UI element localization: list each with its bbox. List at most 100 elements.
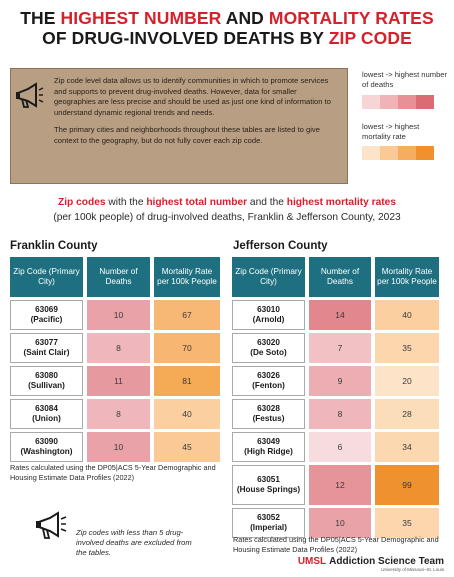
header-zip: Zip Code (Primary City) bbox=[10, 257, 83, 297]
zip-code: 63069 bbox=[35, 304, 58, 314]
intro-paragraph: Zip code level data allows us to identif… bbox=[54, 76, 331, 117]
legend-deaths-title: lowest -> highest number of deaths bbox=[362, 70, 448, 89]
table-row: 63051 (House Springs) 12 99 bbox=[232, 465, 439, 505]
zip-cell: 63020 (De Soto) bbox=[232, 333, 305, 363]
deaths-cell: 8 bbox=[87, 333, 150, 363]
legend-swatch bbox=[380, 146, 398, 160]
intro-text: Zip code level data allows us to identif… bbox=[54, 76, 340, 154]
franklin-county-heading: Franklin County bbox=[10, 240, 98, 252]
table-row: 63084 (Union) 8 40 bbox=[10, 399, 220, 429]
primary-city: (Saint Clair) bbox=[23, 348, 70, 357]
zip-cell: 63026 (Fenton) bbox=[232, 366, 305, 396]
intro-box bbox=[10, 68, 348, 184]
table-row: 63052 (Imperial) 10 35 bbox=[232, 508, 439, 538]
deaths-cell: 7 bbox=[309, 333, 371, 363]
header-rate: Mortality Rate per 100k People bbox=[375, 257, 439, 297]
zip-code: 63077 bbox=[35, 337, 58, 347]
legend-swatch bbox=[362, 95, 380, 109]
franklin-table: Zip Code (Primary City) Number of Deaths… bbox=[6, 254, 224, 465]
zip-cell: 63069 (Pacific) bbox=[10, 300, 83, 330]
rate-cell: 34 bbox=[375, 432, 439, 462]
rate-cell: 99 bbox=[375, 465, 439, 505]
zip-code: 63020 bbox=[257, 337, 280, 347]
zip-code: 63080 bbox=[35, 370, 58, 380]
primary-city: (Washington) bbox=[20, 447, 73, 456]
zip-cell: 63090 (Washington) bbox=[10, 432, 83, 462]
legend-swatch bbox=[380, 95, 398, 109]
umsl-logo: UMSL Addiction Science Team University of… bbox=[298, 556, 444, 572]
legend-swatch bbox=[362, 146, 380, 160]
jefferson-source-note: Rates calculated using the DP05|ACS 5-Ye… bbox=[233, 535, 439, 554]
table-subheading: Zip codes with the highest total number … bbox=[53, 197, 401, 223]
primary-city: (Imperial) bbox=[250, 523, 287, 532]
rate-cell: 67 bbox=[154, 300, 220, 330]
rate-cell: 40 bbox=[154, 399, 220, 429]
primary-city: (House Springs) bbox=[236, 485, 301, 494]
table-row: 63077 (Saint Clair) 8 70 bbox=[10, 333, 220, 363]
deaths-cell: 8 bbox=[309, 399, 371, 429]
primary-city: (High Ridge) bbox=[244, 447, 293, 456]
legend-rate-scale bbox=[362, 146, 434, 160]
zip-code: 63051 bbox=[257, 474, 280, 484]
exclusion-footnote: Zip codes with less than 5 drug-involved… bbox=[76, 528, 192, 557]
rate-cell: 35 bbox=[375, 333, 439, 363]
deaths-cell: 11 bbox=[87, 366, 150, 396]
deaths-cell: 10 bbox=[309, 508, 371, 538]
logo-subtitle: University of Missouri–St. Louis bbox=[381, 567, 444, 572]
table-row: 63020 (De Soto) 7 35 bbox=[232, 333, 439, 363]
rate-cell: 28 bbox=[375, 399, 439, 429]
page-title: THE HIGHEST NUMBER AND MORTALITY RATES O… bbox=[20, 8, 434, 48]
zip-cell: 63028 (Festus) bbox=[232, 399, 305, 429]
header-rate: Mortality Rate per 100k People bbox=[154, 257, 220, 297]
jefferson-county-heading: Jefferson County bbox=[233, 240, 328, 252]
rate-cell: 81 bbox=[154, 366, 220, 396]
zip-cell: 63080 (Sullivan) bbox=[10, 366, 83, 396]
legend-swatch bbox=[398, 146, 416, 160]
deaths-cell: 9 bbox=[309, 366, 371, 396]
primary-city: (Pacific) bbox=[30, 315, 63, 324]
table-row: 63049 (High Ridge) 6 34 bbox=[232, 432, 439, 462]
header-zip: Zip Code (Primary City) bbox=[232, 257, 305, 297]
zip-code: 63028 bbox=[257, 403, 280, 413]
table-row: 63080 (Sullivan) 11 81 bbox=[10, 366, 220, 396]
zip-code: 63084 bbox=[35, 403, 58, 413]
zip-code: 63052 bbox=[257, 512, 280, 522]
logo-team: Addiction Science Team bbox=[329, 556, 444, 567]
primary-city: (Festus) bbox=[252, 414, 285, 423]
zip-cell: 63049 (High Ridge) bbox=[232, 432, 305, 462]
jefferson-table: Zip Code (Primary City) Number of Deaths… bbox=[228, 254, 443, 541]
legend-rate-title: lowest -> highest mortality rate bbox=[362, 122, 420, 141]
deaths-cell: 14 bbox=[309, 300, 371, 330]
primary-city: (Union) bbox=[32, 414, 61, 423]
zip-cell: 63051 (House Springs) bbox=[232, 465, 305, 505]
zip-cell: 63010 (Arnold) bbox=[232, 300, 305, 330]
zip-code: 63049 bbox=[257, 436, 280, 446]
deaths-cell: 6 bbox=[309, 432, 371, 462]
legend-swatch bbox=[416, 95, 434, 109]
table-row: 63026 (Fenton) 9 20 bbox=[232, 366, 439, 396]
primary-city: (Arnold) bbox=[252, 315, 285, 324]
megaphone-icon bbox=[36, 511, 67, 539]
megaphone-icon bbox=[16, 82, 44, 108]
rate-cell: 35 bbox=[375, 508, 439, 538]
deaths-cell: 12 bbox=[309, 465, 371, 505]
header-deaths: Number of Deaths bbox=[87, 257, 150, 297]
intro-paragraph: The primary cities and neighborhoods thr… bbox=[54, 125, 320, 145]
table-row: 63010 (Arnold) 14 40 bbox=[232, 300, 439, 330]
zip-cell: 63084 (Union) bbox=[10, 399, 83, 429]
deaths-cell: 10 bbox=[87, 300, 150, 330]
primary-city: (Sullivan) bbox=[28, 381, 65, 390]
legend-deaths-scale bbox=[362, 95, 434, 109]
rate-cell: 70 bbox=[154, 333, 220, 363]
zip-cell: 63052 (Imperial) bbox=[232, 508, 305, 538]
rate-cell: 40 bbox=[375, 300, 439, 330]
zip-code: 63090 bbox=[35, 436, 58, 446]
primary-city: (Fenton) bbox=[252, 381, 285, 390]
rate-cell: 45 bbox=[154, 432, 220, 462]
table-row: 63090 (Washington) 10 45 bbox=[10, 432, 220, 462]
franklin-source-note: Rates calculated using the DP05|ACS 5-Ye… bbox=[10, 463, 216, 482]
header-deaths: Number of Deaths bbox=[309, 257, 371, 297]
deaths-cell: 8 bbox=[87, 399, 150, 429]
deaths-cell: 10 bbox=[87, 432, 150, 462]
legend-swatch bbox=[398, 95, 416, 109]
